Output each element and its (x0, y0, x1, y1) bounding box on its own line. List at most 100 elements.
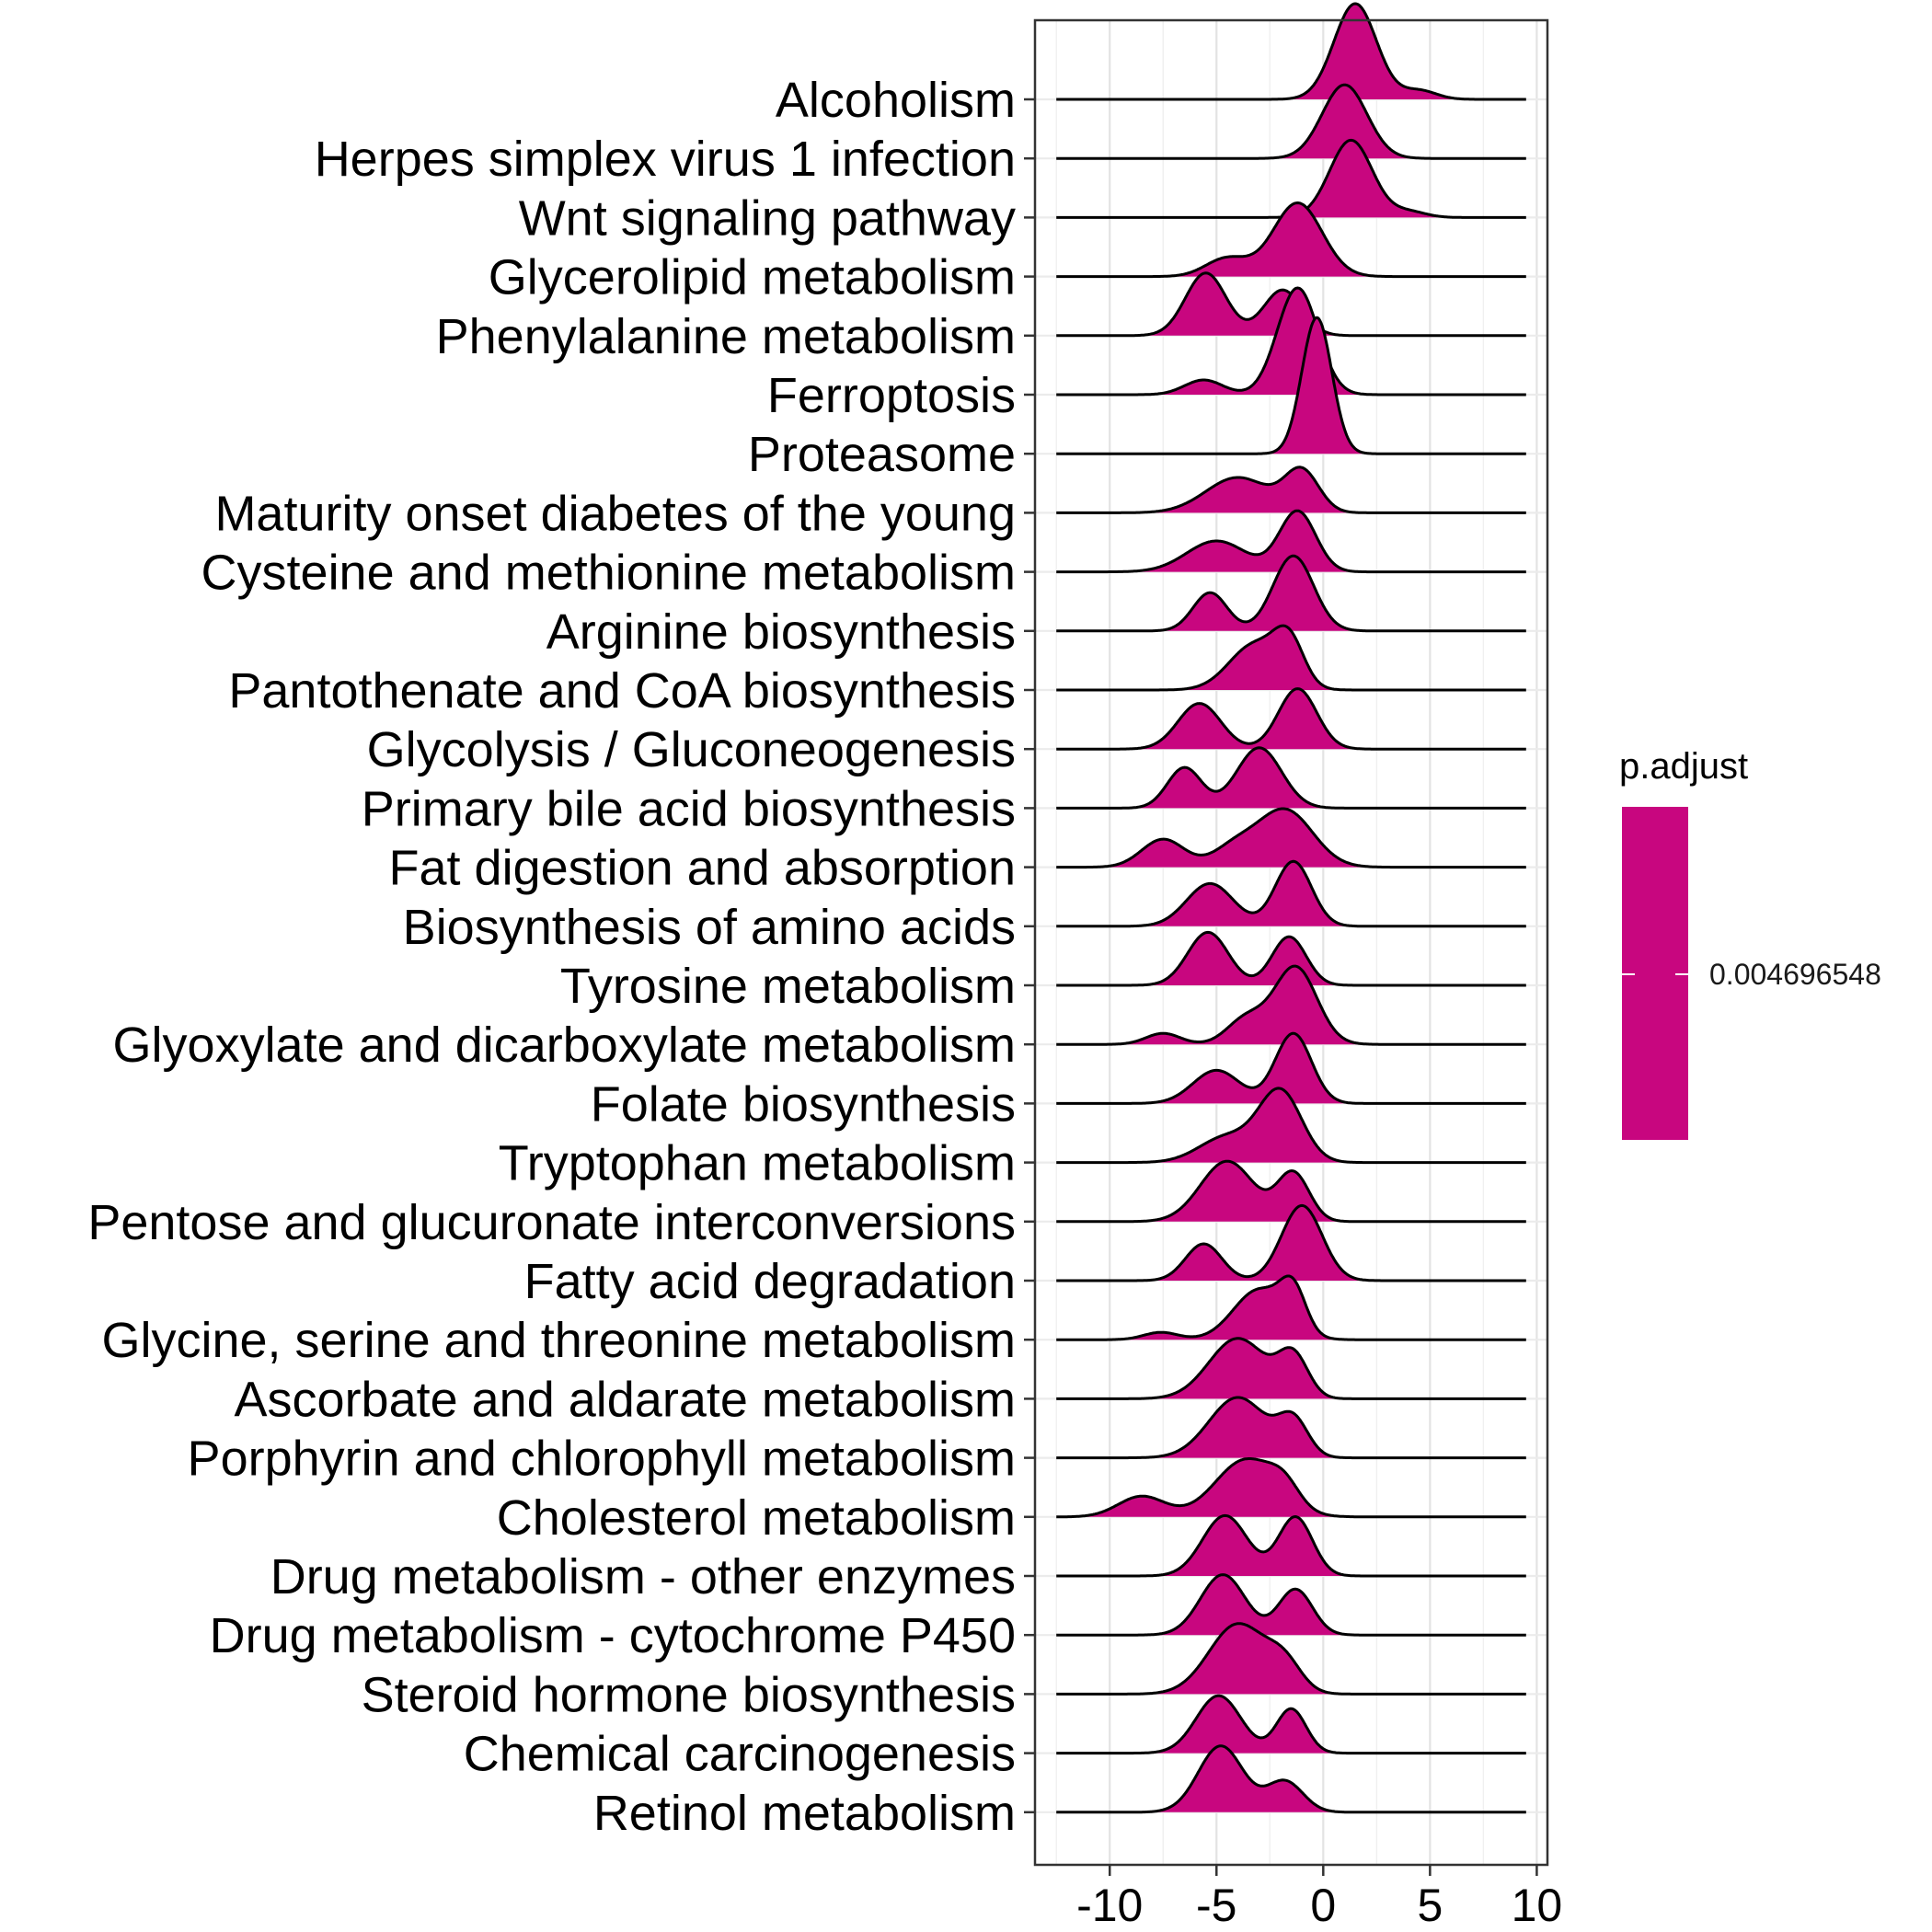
y-tick-label: Herpes simplex virus 1 infection (315, 132, 1016, 187)
ridge-fill (1056, 861, 1526, 926)
ridge-fill (1056, 1696, 1526, 1754)
y-tick-label: Ferroptosis (767, 368, 1016, 423)
ridge-fill (1056, 932, 1526, 985)
y-tick-label: Fat digestion and absorption (389, 841, 1016, 896)
ridge-line (1055, 316, 1527, 455)
ridge-fill (1056, 1338, 1526, 1399)
ridge-biosynthesis-of-amino-acids (1055, 859, 1527, 928)
ridge-steroid-hormone-biosynthesis (1055, 1622, 1527, 1696)
ridge-cysteine-and-methionine-metabolism (1055, 509, 1527, 574)
ridge-line (1055, 1396, 1527, 1460)
ridge-fill (1056, 511, 1526, 572)
x-tick-label: -5 (1196, 1880, 1236, 1931)
y-tick-label: Steroid hormone biosynthesis (362, 1667, 1016, 1722)
ridge-fill (1056, 1033, 1526, 1104)
ridge-line (1055, 624, 1527, 692)
y-tick-label: Porphyrin and chlorophyll metabolism (188, 1432, 1016, 1487)
ridge-fatty-acid-degradation (1055, 1203, 1527, 1282)
ridge-fill (1056, 966, 1526, 1045)
ridge-fill (1056, 1574, 1526, 1636)
ridge-proteasome (1055, 316, 1527, 455)
y-tick-label: Proteasome (748, 427, 1016, 482)
ridge-cholesterol-metabolism (1055, 1457, 1527, 1519)
ridge-chemical-carcinogenesis (1055, 1694, 1527, 1755)
ridge-maturity-onset-diabetes-of-the-young (1055, 466, 1527, 514)
ridge-line (1055, 1203, 1527, 1282)
y-tick-label: Primary bile acid biosynthesis (362, 781, 1016, 836)
ridge-ferroptosis (1055, 286, 1527, 397)
ridge-fill (1056, 1087, 1526, 1163)
ridge-pantothenate-and-coa-biosynthesis (1055, 624, 1527, 692)
y-tick-label: Maturity onset diabetes of the young (214, 486, 1016, 541)
ridge-fill (1056, 688, 1526, 750)
y-tick-label: Cysteine and methionine metabolism (201, 546, 1016, 601)
ridge-fill (1056, 202, 1526, 277)
ridge-pentose-and-glucuronate-interconversions (1055, 1159, 1527, 1224)
y-tick-label: Tryptophan metabolism (499, 1136, 1016, 1191)
y-tick-label: Arginine biosynthesis (546, 604, 1016, 660)
x-tick-label: 5 (1417, 1880, 1443, 1931)
ridge-line (1055, 1573, 1527, 1637)
ridges (1055, 2, 1527, 1814)
ridge-line (1055, 687, 1527, 751)
ridge-fill (1056, 1397, 1526, 1458)
y-tick-label: Phenylalanine metabolism (436, 309, 1016, 364)
ridge-line (1055, 1744, 1527, 1814)
ridge-porphyrin-and-chlorophyll-metabolism (1055, 1396, 1527, 1460)
y-tick-label: Biosynthesis of amino acids (403, 900, 1016, 955)
y-tick-label: Glycine, serine and threonine metabolism (101, 1313, 1016, 1368)
y-tick-label: Wnt signaling pathway (519, 190, 1016, 246)
ridge-line (1055, 1622, 1527, 1696)
ridge-line (1055, 554, 1527, 633)
ridge-fill (1056, 1515, 1526, 1576)
ridge-alcoholism (1055, 2, 1527, 101)
ridge-line (1055, 466, 1527, 514)
ridge-line (1055, 746, 1527, 810)
ridge-tyrosine-metabolism (1055, 930, 1527, 987)
ridge-line (1055, 1513, 1527, 1578)
ridge-fill (1056, 1276, 1526, 1340)
y-tick-label: Cholesterol metabolism (497, 1490, 1016, 1546)
x-axis: -10 -5 0 5 10 (1076, 1865, 1562, 1931)
ridge-line (1055, 1274, 1527, 1341)
ridge-glycolysis-gluconeogenesis (1055, 687, 1527, 751)
ridge-primary-bile-acid-biosynthesis (1055, 746, 1527, 810)
ridge-fill (1056, 466, 1526, 513)
y-tick-label: Glycerolipid metabolism (489, 250, 1016, 305)
ridge-line (1055, 2, 1527, 101)
ridge-line (1055, 930, 1527, 987)
ridge-fill (1056, 1458, 1526, 1517)
y-tick-label: Chemical carcinogenesis (464, 1727, 1016, 1782)
ridge-fill (1056, 556, 1526, 631)
ridge-drug-metabolism-other-enzymes (1055, 1513, 1527, 1578)
ridge-retinol-metabolism (1055, 1744, 1527, 1814)
ridge-arginine-biosynthesis (1055, 554, 1527, 633)
ridge-line (1055, 1694, 1527, 1755)
ridge-fill (1056, 1745, 1526, 1812)
ridge-line (1055, 509, 1527, 574)
y-tick-label: Folate biosynthesis (591, 1076, 1016, 1132)
x-tick-label: 0 (1310, 1880, 1336, 1931)
y-tick-label: Fatty acid degradation (524, 1254, 1016, 1309)
y-tick-label: Glycolysis / Gluconeogenesis (367, 722, 1016, 777)
ridge-line (1055, 1031, 1527, 1105)
y-tick-label: Ascorbate and aldarate metabolism (235, 1372, 1016, 1427)
ridge-fill (1056, 626, 1526, 690)
y-tick-label: Retinol metabolism (593, 1786, 1016, 1841)
ridge-glycerolipid-metabolism (1055, 201, 1527, 279)
ridge-line (1055, 964, 1527, 1046)
ridge-herpes-simplex-virus-1-infection (1055, 83, 1527, 160)
y-tick-label: Pentose and glucuronate interconversions (87, 1195, 1016, 1250)
ridge-line (1055, 1337, 1527, 1400)
ridge-line (1055, 1159, 1527, 1224)
ridge-fill (1056, 288, 1526, 395)
x-tick-label: 10 (1512, 1880, 1563, 1931)
y-tick-label: Glyoxylate and dicarboxylate metabolism (113, 1018, 1016, 1073)
y-tick-label: Pantothenate and CoA biosynthesis (228, 663, 1016, 719)
plot-panel-border (1033, 18, 1549, 1867)
y-tick-label: Alcoholism (776, 73, 1016, 128)
y-tick-label: Drug metabolism - other enzymes (270, 1549, 1016, 1604)
ridge-line (1055, 201, 1527, 279)
